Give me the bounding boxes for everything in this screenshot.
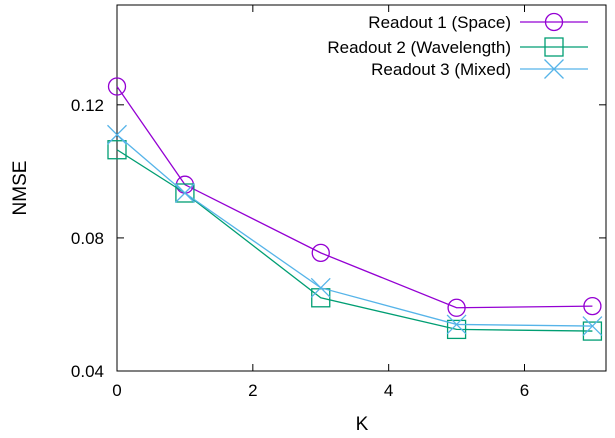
series-3-point (107, 124, 127, 145)
y-axis-label: NMSE (10, 161, 31, 216)
series-1-point (447, 298, 466, 317)
plot-frame (116, 4, 607, 372)
x-tick-label: 4 (384, 381, 393, 400)
series-1-point (107, 77, 127, 96)
series-2-point (582, 321, 603, 341)
series-3-point (174, 183, 195, 203)
series-2 (107, 140, 603, 341)
series-2-point (107, 140, 127, 160)
series-2-point (311, 288, 331, 308)
series-1-point (583, 296, 602, 316)
series-1 (107, 77, 602, 317)
series-2-point (446, 319, 467, 340)
series-3-line (116, 134, 593, 327)
legend-marker-3 (544, 59, 564, 79)
series-1-line (116, 86, 593, 309)
series-3 (107, 124, 603, 337)
y-tick-label: 0.08 (71, 229, 104, 248)
legend-marker-1 (544, 12, 564, 32)
legend: Readout 1 (Space) Readout 2 (Wavelength) R… (327, 12, 588, 79)
series-layer (107, 77, 603, 341)
legend-label-1: Readout 1 (Space) (368, 13, 511, 32)
y-tick-label: 0.12 (71, 96, 104, 115)
series-2-line (116, 149, 593, 332)
legend-label-3: Readout 3 (Mixed) (371, 60, 511, 79)
series-2-point (175, 183, 195, 203)
legend-label-2: Readout 2 (Wavelength) (327, 38, 511, 57)
series-1-point (311, 243, 330, 263)
x-tick-label: 6 (520, 381, 529, 400)
x-axis-label: K (356, 414, 369, 435)
series-3-point (446, 314, 467, 335)
axis-ticks: 0 2 4 6 0.04 0.08 0.12 (71, 5, 606, 400)
legend-marker-2 (544, 37, 564, 57)
x-tick-label: 0 (112, 381, 121, 400)
y-tick-label: 0.04 (71, 362, 104, 381)
x-tick-label: 2 (248, 381, 257, 400)
series-3-point (310, 277, 331, 298)
series-3-point (582, 316, 603, 337)
